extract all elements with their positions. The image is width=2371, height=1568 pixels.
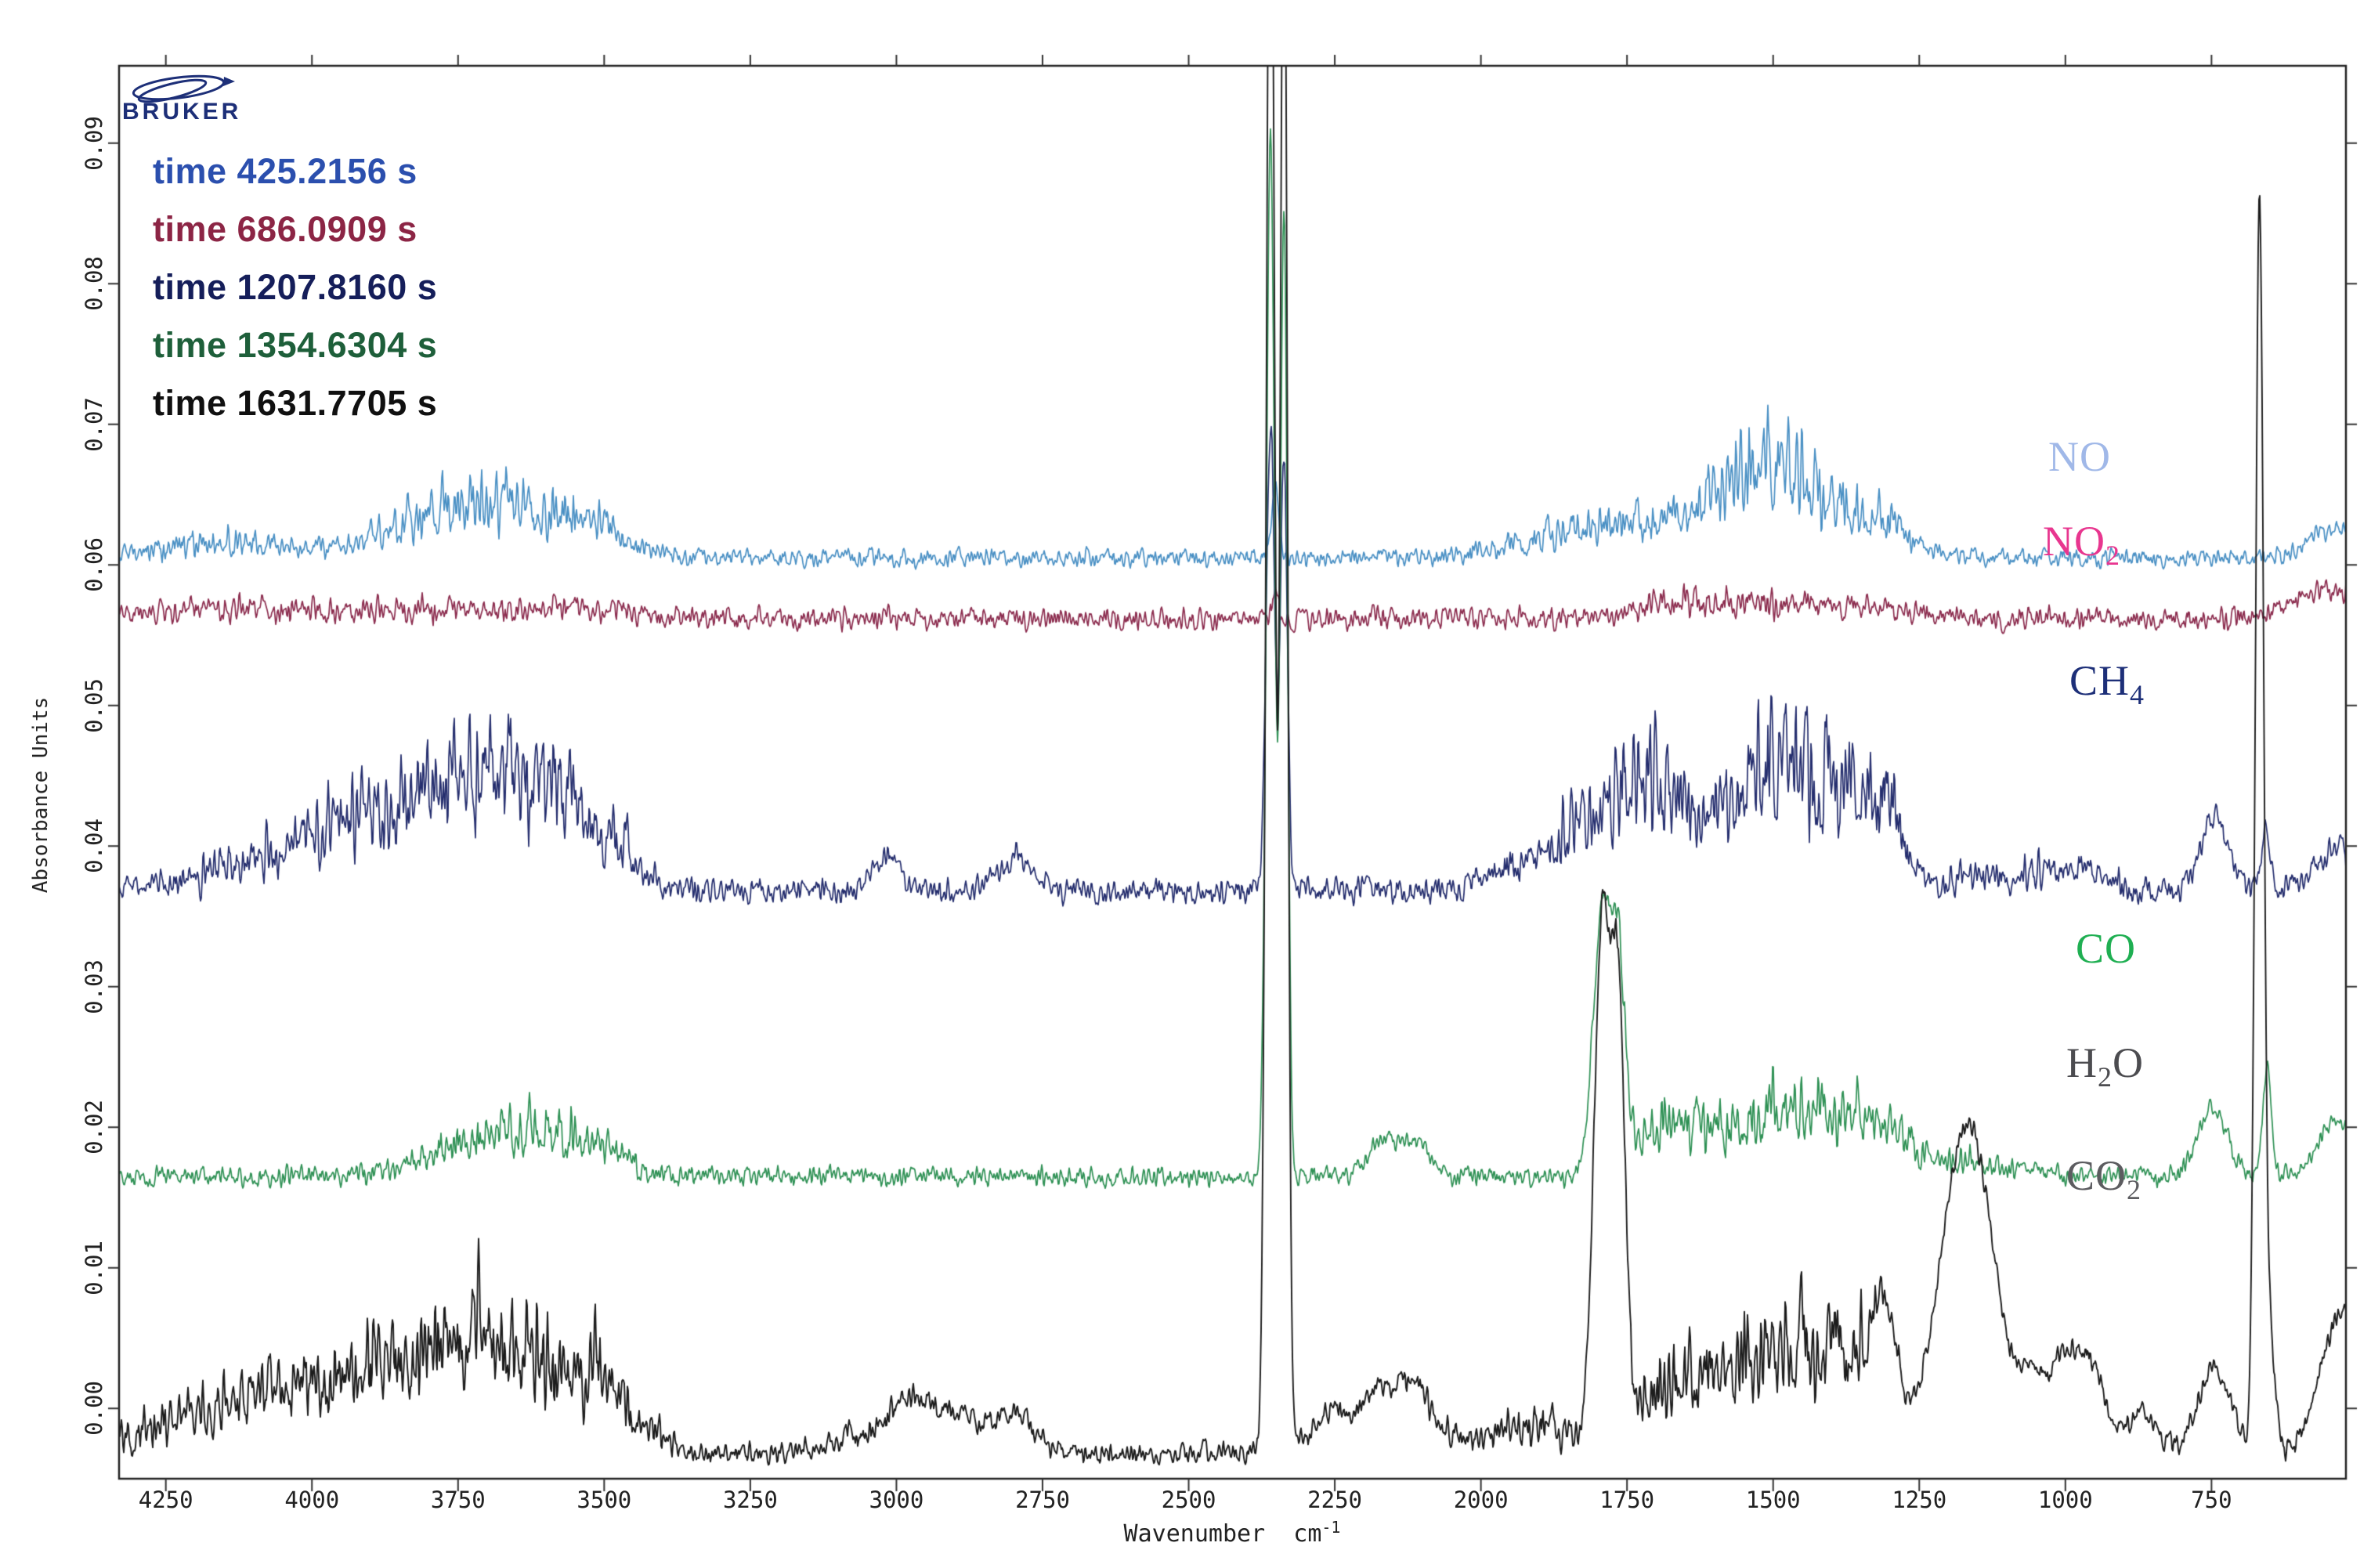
y-tick-label: 0.04	[81, 818, 107, 874]
x-tick-label: 1250	[1892, 1487, 1947, 1513]
x-axis-title-sup: -1	[1321, 1518, 1341, 1537]
bruker-logo: BRUKER	[122, 74, 241, 125]
x-tick-label: 4250	[138, 1487, 193, 1513]
species-label-no: NO	[2048, 433, 2111, 480]
x-tick-label: 2000	[1453, 1487, 1509, 1513]
y-tick-label: 0.01	[81, 1240, 107, 1295]
legend-item-time-3: time 1207.8160 s	[153, 267, 438, 307]
x-tick-label: 1750	[1599, 1487, 1655, 1513]
legend-item-time-4: time 1354.6304 s	[153, 325, 438, 365]
x-tick-label: 1500	[1745, 1487, 1801, 1513]
y-tick-label: 0.03	[81, 959, 107, 1014]
legend-item-time-2: time 686.0909 s	[153, 209, 417, 249]
x-tick-label: 1000	[2037, 1487, 2093, 1513]
species-label-no2: NO2	[2043, 518, 2120, 571]
brand-text: BRUKER	[122, 99, 241, 125]
logo-arrow-icon	[223, 77, 235, 86]
y-tick-label: 0.06	[81, 537, 107, 593]
x-tick-label: 3000	[869, 1487, 924, 1513]
legend-item-time-5: time 1631.7705 s	[153, 383, 438, 423]
y-tick-label: 0.05	[81, 677, 107, 733]
time-legend: time 425.2156 s time 686.0909 s time 120…	[153, 143, 437, 432]
x-axis-title-text: Wavenumber cm	[1123, 1520, 1322, 1548]
y-axis-title: Absorbance Units	[29, 696, 52, 894]
x-axis-title: Wavenumber cm-1	[1124, 1518, 1341, 1548]
species-label-h2o: H2O	[2066, 1039, 2144, 1093]
y-tick-label: 0.07	[81, 396, 107, 452]
x-tick-label: 2500	[1161, 1487, 1216, 1513]
x-tick-label: 3750	[430, 1487, 486, 1513]
x-tick-label: 3500	[576, 1487, 632, 1513]
x-tick-label: 2750	[1015, 1487, 1070, 1513]
species-label-co2: CO2	[2066, 1152, 2142, 1205]
legend-item-time-1: time 425.2156 s	[153, 151, 417, 191]
y-tick-label: 0.08	[81, 256, 107, 312]
species-label-ch4: CH4	[2069, 657, 2145, 710]
x-tick-label: 2250	[1307, 1487, 1362, 1513]
y-tick-label: 0.00	[81, 1381, 107, 1436]
x-tick-label: 750	[2191, 1487, 2232, 1513]
x-tick-label: 3250	[722, 1487, 778, 1513]
y-tick-label: 0.09	[81, 115, 107, 171]
species-label-co: CO	[2076, 925, 2137, 972]
y-tick-label: 0.02	[81, 1100, 107, 1155]
x-tick-label: 4000	[284, 1487, 340, 1513]
